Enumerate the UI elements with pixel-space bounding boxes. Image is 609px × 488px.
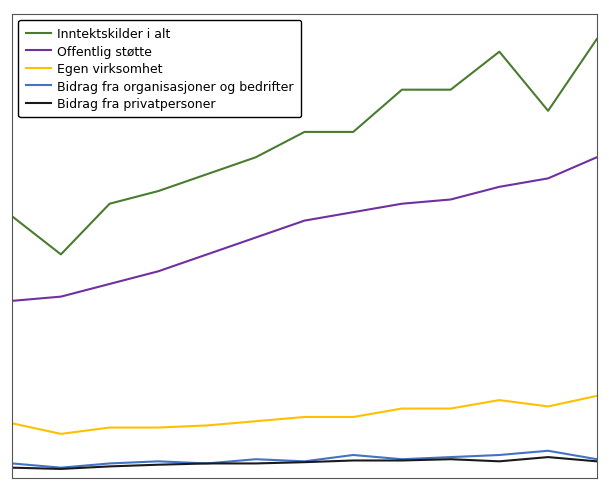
Bidrag fra privatpersoner bbox=[9, 465, 16, 470]
Inntektskilder i alt bbox=[496, 50, 503, 56]
Bidrag fra organisasjoner og bedrifter bbox=[496, 452, 503, 458]
Egen virksomhet bbox=[252, 418, 259, 424]
Bidrag fra privatpersoner bbox=[301, 459, 308, 465]
Egen virksomhet bbox=[203, 423, 211, 428]
Inntektskilder i alt bbox=[398, 87, 406, 93]
Egen virksomhet bbox=[57, 431, 65, 437]
Line: Egen virksomhet: Egen virksomhet bbox=[12, 396, 597, 434]
Egen virksomhet bbox=[106, 425, 113, 430]
Offentlig støtte bbox=[350, 210, 357, 216]
Bidrag fra privatpersoner bbox=[593, 458, 600, 464]
Bidrag fra privatpersoner bbox=[57, 466, 65, 472]
Offentlig støtte bbox=[252, 235, 259, 241]
Egen virksomhet bbox=[447, 406, 454, 412]
Line: Inntektskilder i alt: Inntektskilder i alt bbox=[12, 40, 597, 255]
Egen virksomhet bbox=[544, 404, 552, 409]
Inntektskilder i alt bbox=[106, 202, 113, 207]
Offentlig støtte bbox=[447, 197, 454, 203]
Egen virksomhet bbox=[398, 406, 406, 412]
Bidrag fra privatpersoner bbox=[252, 461, 259, 467]
Bidrag fra organisasjoner og bedrifter bbox=[301, 458, 308, 464]
Offentlig støtte bbox=[496, 184, 503, 190]
Bidrag fra organisasjoner og bedrifter bbox=[447, 454, 454, 460]
Inntektskilder i alt bbox=[544, 109, 552, 115]
Bidrag fra privatpersoner bbox=[350, 458, 357, 464]
Bidrag fra privatpersoner bbox=[544, 454, 552, 460]
Bidrag fra organisasjoner og bedrifter bbox=[9, 461, 16, 467]
Offentlig støtte bbox=[544, 176, 552, 182]
Offentlig støtte bbox=[106, 282, 113, 287]
Line: Bidrag fra organisasjoner og bedrifter: Bidrag fra organisasjoner og bedrifter bbox=[12, 451, 597, 468]
Bidrag fra privatpersoner bbox=[155, 462, 162, 468]
Line: Bidrag fra privatpersoner: Bidrag fra privatpersoner bbox=[12, 457, 597, 469]
Legend: Inntektskilder i alt, Offentlig støtte, Egen virksomhet, Bidrag fra organisasjon: Inntektskilder i alt, Offentlig støtte, … bbox=[18, 21, 301, 118]
Inntektskilder i alt bbox=[9, 214, 16, 220]
Inntektskilder i alt bbox=[252, 155, 259, 161]
Egen virksomhet bbox=[155, 425, 162, 430]
Bidrag fra organisasjoner og bedrifter bbox=[593, 456, 600, 462]
Bidrag fra organisasjoner og bedrifter bbox=[106, 461, 113, 467]
Offentlig støtte bbox=[57, 294, 65, 300]
Line: Offentlig støtte: Offentlig støtte bbox=[12, 158, 597, 301]
Egen virksomhet bbox=[9, 421, 16, 427]
Bidrag fra privatpersoner bbox=[496, 458, 503, 464]
Bidrag fra organisasjoner og bedrifter bbox=[155, 458, 162, 464]
Inntektskilder i alt bbox=[447, 87, 454, 93]
Bidrag fra privatpersoner bbox=[398, 458, 406, 464]
Bidrag fra organisasjoner og bedrifter bbox=[203, 461, 211, 467]
Bidrag fra organisasjoner og bedrifter bbox=[350, 452, 357, 458]
Egen virksomhet bbox=[301, 414, 308, 420]
Inntektskilder i alt bbox=[203, 172, 211, 178]
Bidrag fra privatpersoner bbox=[447, 456, 454, 462]
Inntektskilder i alt bbox=[301, 130, 308, 136]
Offentlig støtte bbox=[9, 298, 16, 304]
Egen virksomhet bbox=[593, 393, 600, 399]
Offentlig støtte bbox=[398, 202, 406, 207]
Egen virksomhet bbox=[496, 397, 503, 403]
Egen virksomhet bbox=[350, 414, 357, 420]
Inntektskilder i alt bbox=[593, 37, 600, 43]
Inntektskilder i alt bbox=[57, 252, 65, 258]
Offentlig støtte bbox=[155, 269, 162, 275]
Inntektskilder i alt bbox=[155, 189, 162, 195]
Bidrag fra privatpersoner bbox=[203, 461, 211, 467]
Inntektskilder i alt bbox=[350, 130, 357, 136]
Offentlig støtte bbox=[203, 252, 211, 258]
Bidrag fra organisasjoner og bedrifter bbox=[57, 465, 65, 470]
Bidrag fra organisasjoner og bedrifter bbox=[398, 456, 406, 462]
Bidrag fra organisasjoner og bedrifter bbox=[544, 448, 552, 454]
Bidrag fra organisasjoner og bedrifter bbox=[252, 456, 259, 462]
Offentlig støtte bbox=[301, 218, 308, 224]
Bidrag fra privatpersoner bbox=[106, 464, 113, 469]
Offentlig støtte bbox=[593, 155, 600, 161]
